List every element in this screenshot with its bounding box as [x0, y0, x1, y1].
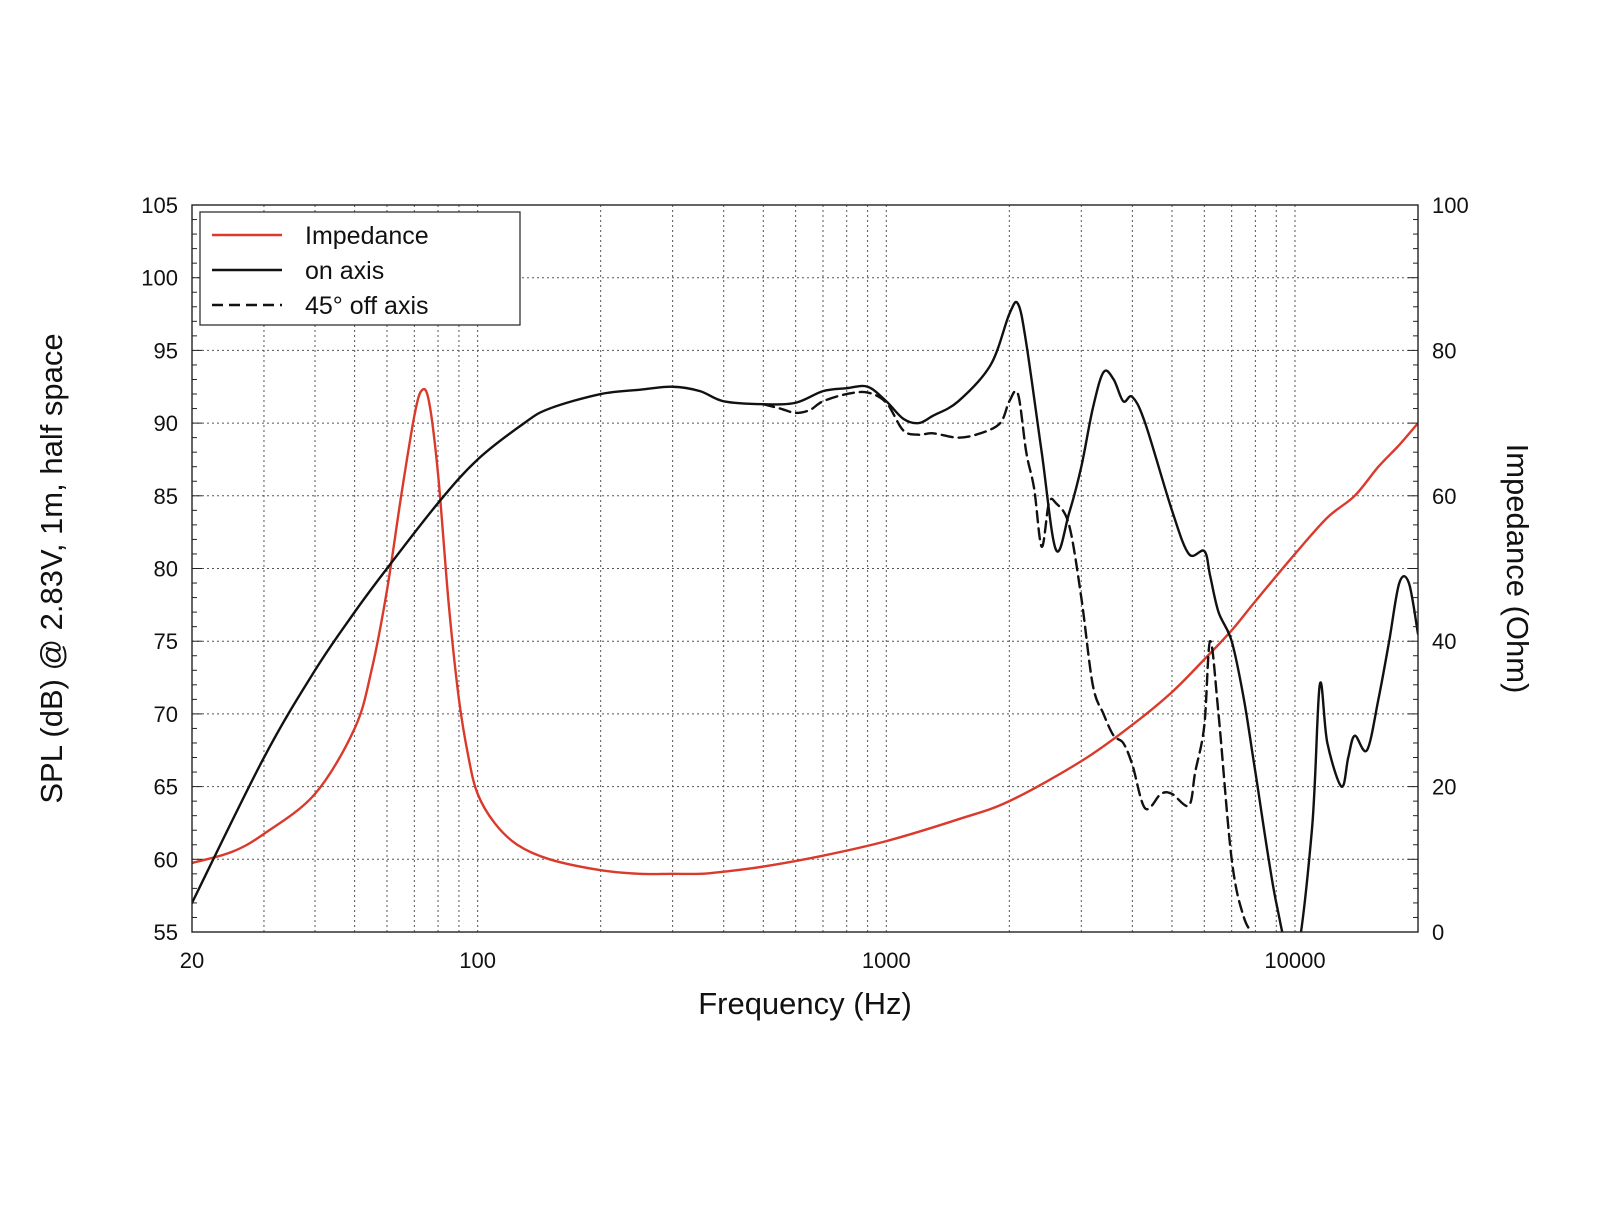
y2-tick-label: 40 [1432, 629, 1456, 654]
y-tick-label: 75 [154, 629, 178, 654]
y-tick-label: 90 [154, 411, 178, 436]
y-tick-label: 95 [154, 338, 178, 363]
grid [192, 205, 1418, 932]
series-line-on-axis [192, 300, 1418, 932]
y2-tick-label: 60 [1432, 484, 1456, 509]
legend-label-impedance: Impedance [305, 222, 429, 250]
y-axis-title: SPL (dB) @ 2.83V, 1m, half space [34, 333, 69, 803]
y2-tick-label: 0 [1432, 920, 1444, 945]
plot-area [192, 300, 1418, 932]
x-tick-label: 10000 [1264, 948, 1325, 973]
x-axis-title: Frequency (Hz) [698, 986, 912, 1021]
series-line-impedance [192, 387, 1418, 876]
series-line-45-off-axis [762, 389, 1254, 932]
y-tick-label: 85 [154, 484, 178, 509]
x-tick-label: 1000 [862, 948, 911, 973]
y2-tick-label: 80 [1432, 338, 1456, 363]
legend-label-45-off-axis: 45° off axis [305, 292, 429, 320]
legend-label-on-axis: on axis [305, 257, 384, 285]
y-tick-label: 80 [154, 557, 178, 582]
y-tick-label: 105 [141, 193, 178, 218]
axes: 55 60 65 70 75 80 85 90 95 100 105 0 20 40 60 80 100 20 10… [141, 193, 1468, 973]
y2-axis-title: Impedance (Ohm) [1500, 444, 1535, 694]
y2-tick-label: 100 [1432, 193, 1469, 218]
y-tick-label: 55 [154, 920, 178, 945]
y-tick-label: 65 [154, 775, 178, 800]
legend: Impedance on axis 45° off axis [199, 211, 521, 326]
y-tick-label: 60 [154, 847, 178, 872]
x-tick-label: 100 [459, 948, 496, 973]
x-tick-label: 20 [180, 948, 204, 973]
y2-tick-label: 20 [1432, 775, 1456, 800]
y-tick-label: 100 [141, 266, 178, 291]
y-tick-label: 70 [154, 702, 178, 727]
